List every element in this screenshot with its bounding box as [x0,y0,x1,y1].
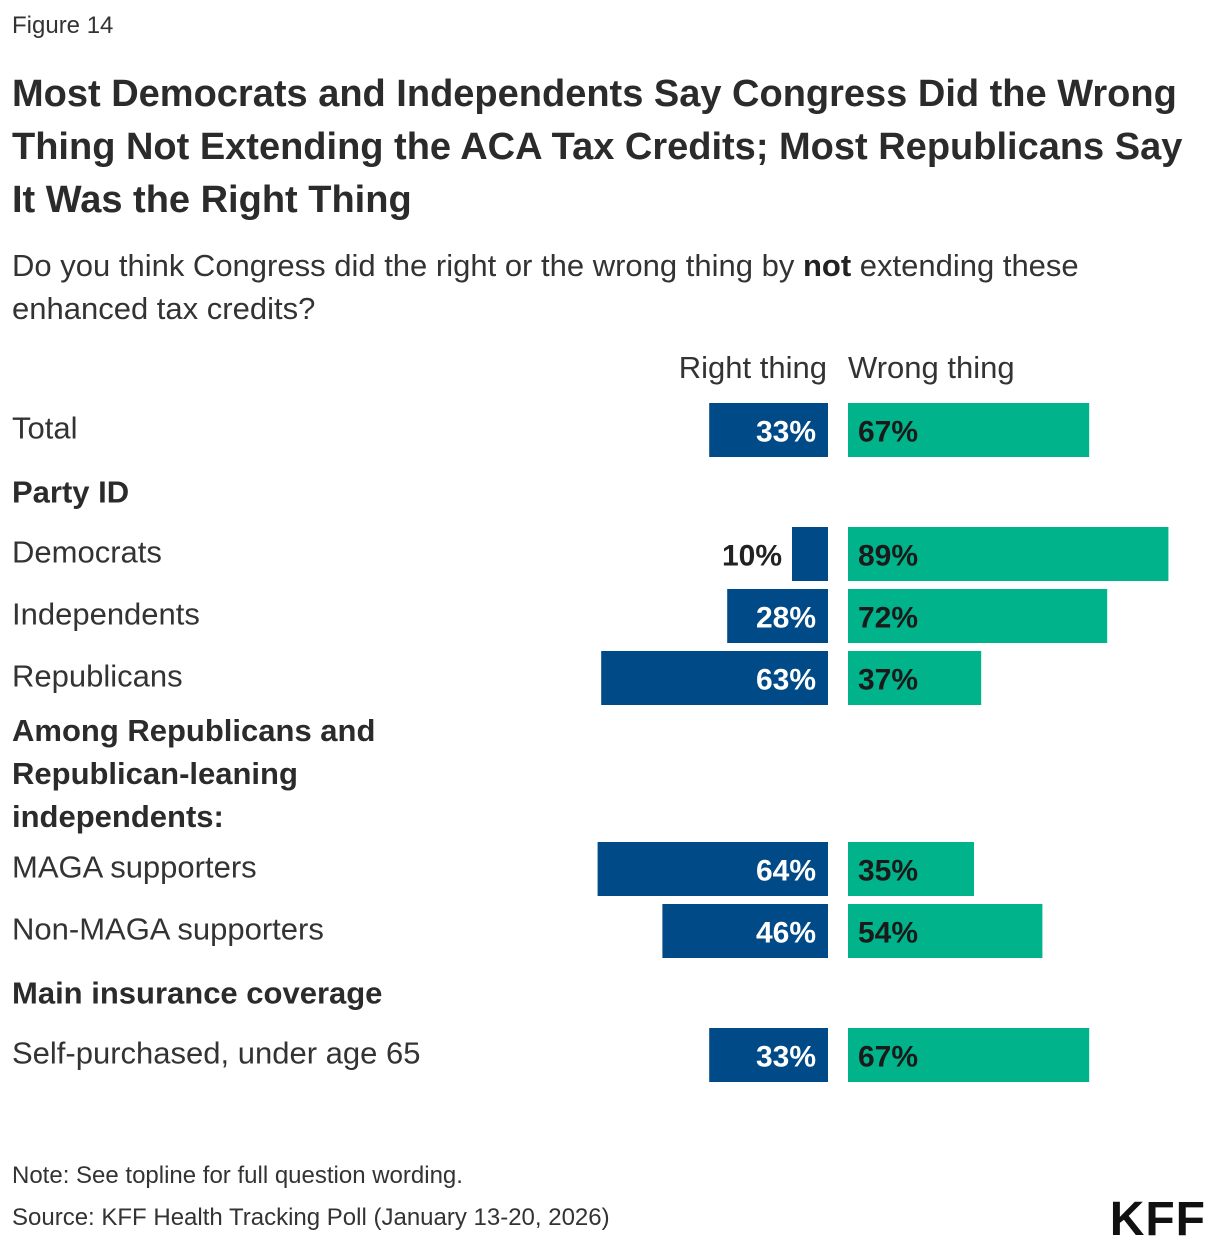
row-label: Democrats [12,535,162,570]
figure-label: Figure 14 [12,12,114,39]
subtitle-emphasis: not [802,248,852,283]
chart-subtitle: Do you think Congress did the right or t… [12,244,1202,330]
row-label: MAGA supporters [12,850,257,885]
section-heading: Party ID [12,475,129,510]
data-label-right-thing: 64% [756,855,816,888]
kff-logo: KFF [1109,1193,1206,1246]
row-label: Independents [12,597,200,632]
section-heading: Republican-leaning [12,756,298,791]
subtitle-text-start: Do you think Congress did the right or t… [12,248,803,283]
section-heading: Main insurance coverage [12,976,382,1011]
bar-wrong-thing [848,527,1169,581]
row-label: Total [12,411,77,446]
bar-wrong-thing [848,904,1043,958]
data-label-right-thing: 33% [756,416,816,449]
data-label-right-thing: 33% [756,1041,816,1074]
data-label-wrong-thing: 35% [858,855,918,888]
chart-source: Source: KFF Health Tracking Poll (Januar… [12,1204,610,1231]
data-label-right-thing: 28% [756,602,816,635]
data-label-wrong-thing: 54% [858,917,918,950]
bar-right-thing [709,1028,828,1082]
row-label: Self-purchased, under age 65 [12,1036,420,1071]
bar-wrong-thing [848,842,974,896]
section-heading: independents: [12,799,224,834]
data-label-right-thing: 10% [722,540,782,573]
chart-note: Note: See topline for full question word… [12,1162,463,1189]
bar-wrong-thing [848,1028,1090,1082]
legend-right-thing: Right thing [678,350,827,385]
data-label-wrong-thing: 89% [858,540,918,573]
section-heading: Among Republicans and [12,713,375,748]
data-label-right-thing: 46% [756,917,816,950]
data-label-wrong-thing: 67% [858,416,918,449]
data-label-wrong-thing: 72% [858,602,918,635]
bar-wrong-thing [848,589,1108,643]
bar-right-thing [727,589,828,643]
bar-wrong-thing [848,651,982,705]
bar-right-thing [601,651,828,705]
subtitle-text-end: extending these enhanced tax credits? [12,248,1079,326]
bar-right-thing [597,842,828,896]
legend-wrong-thing: Wrong thing [848,350,1015,385]
bar-right-thing [662,904,828,958]
data-label-wrong-thing: 67% [858,1041,918,1074]
row-label: Non-MAGA supporters [12,912,324,947]
chart-title: Most Democrats and Independents Say Cong… [12,73,1183,221]
bar-right-thing [792,527,828,581]
data-label-right-thing: 63% [756,664,816,697]
bar-wrong-thing [848,403,1090,457]
bar-right-thing [709,403,828,457]
row-label: Republicans [12,659,183,694]
data-label-wrong-thing: 37% [858,664,918,697]
